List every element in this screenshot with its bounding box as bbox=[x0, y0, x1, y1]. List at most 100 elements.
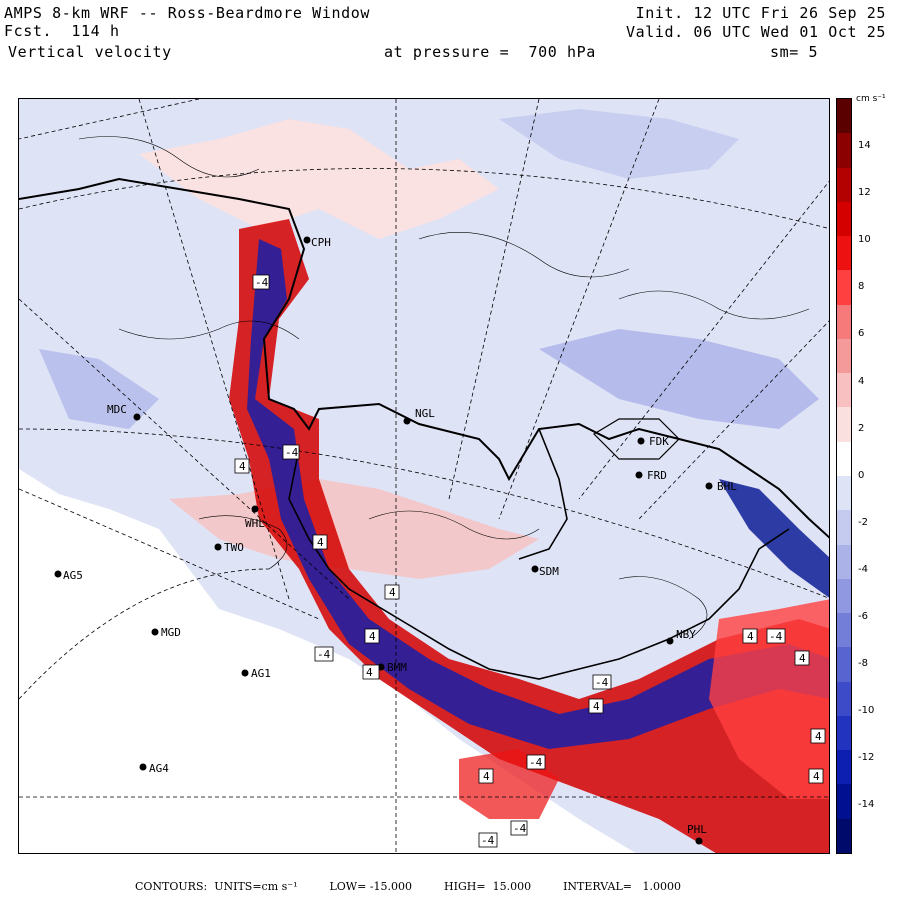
colorbar-segment bbox=[837, 715, 851, 751]
contour-label: 4 bbox=[384, 584, 400, 600]
svg-text:4: 4 bbox=[389, 586, 396, 599]
svg-text:-4: -4 bbox=[595, 676, 609, 689]
colorbar-segment bbox=[837, 270, 851, 306]
svg-text:PHL: PHL bbox=[687, 823, 707, 836]
colorbar-label: 6 bbox=[858, 328, 865, 340]
contour-label: 4 bbox=[234, 458, 250, 474]
colorbar-segment bbox=[837, 784, 851, 820]
colorbar-segment bbox=[837, 818, 851, 854]
latitude-circle bbox=[19, 568, 270, 700]
svg-text:4: 4 bbox=[799, 652, 806, 665]
meridian bbox=[19, 298, 350, 600]
colorbar-label: -2 bbox=[858, 516, 868, 528]
title-left: AMPS 8-km WRF -- Ross-Beardmore Window bbox=[4, 4, 370, 22]
field-name: Vertical velocity bbox=[8, 43, 172, 61]
meridian bbox=[638, 320, 829, 520]
contour bbox=[368, 510, 540, 540]
contour bbox=[78, 136, 260, 178]
graticule bbox=[19, 99, 829, 853]
station-FRD: FRD bbox=[635, 469, 667, 482]
contour-labels: -4 4 -4 4 4 4 -4 4 4 -4 4 4 -4 4 -4 4 -4… bbox=[234, 274, 826, 848]
contour-label: -4 bbox=[252, 274, 270, 290]
svg-text:FDK: FDK bbox=[649, 435, 669, 448]
colorbar-label: 2 bbox=[858, 422, 865, 434]
colorbar-label: 8 bbox=[858, 281, 865, 293]
colorbar-segment bbox=[837, 750, 851, 785]
colorbar-label: 0 bbox=[858, 469, 865, 481]
colorbar-segment bbox=[837, 373, 851, 408]
contour-label: 4 bbox=[810, 728, 826, 744]
contour-label: 4 bbox=[478, 768, 494, 784]
meridian bbox=[448, 99, 540, 500]
colorbar bbox=[836, 98, 852, 854]
svg-text:4: 4 bbox=[815, 730, 822, 743]
meridian bbox=[138, 99, 290, 600]
svg-text:4: 4 bbox=[239, 460, 246, 473]
contour-footer: CONTOURS: UNITS=cm s⁻¹ LOW= -15.000 HIGH= … bbox=[135, 880, 713, 893]
footer-high: HIGH= 15.000 bbox=[444, 880, 532, 893]
negative-patch-west bbox=[39, 349, 159, 429]
station-MGD: MGD bbox=[151, 626, 181, 639]
pressure-level: at pressure = 700 hPa bbox=[384, 43, 596, 61]
grounding-line bbox=[288, 448, 790, 680]
contour-label: 4 bbox=[808, 768, 824, 784]
svg-text:4: 4 bbox=[369, 630, 376, 643]
contour bbox=[618, 290, 810, 320]
contour bbox=[618, 576, 708, 640]
svg-text:WHL: WHL bbox=[245, 517, 265, 530]
contour-label: -4 bbox=[478, 832, 498, 848]
station-FDK: FDK bbox=[637, 435, 669, 448]
svg-text:NGL: NGL bbox=[415, 407, 435, 420]
contour-label: -4 bbox=[526, 754, 546, 770]
contour-label: -4 bbox=[282, 444, 300, 460]
contour-label: -4 bbox=[592, 674, 612, 690]
svg-text:MDC: MDC bbox=[107, 403, 127, 416]
contour-label: 4 bbox=[794, 650, 810, 666]
coastline bbox=[19, 177, 829, 539]
svg-text:NBY: NBY bbox=[676, 628, 696, 641]
meridian bbox=[19, 488, 320, 620]
colorbar-segment bbox=[837, 99, 851, 134]
colorbar-segment bbox=[837, 407, 851, 443]
colorbar-label: 4 bbox=[858, 375, 865, 387]
map-svg: CPH MDC NGL FDK FRD WHL TWO AG5 MGD AG1 … bbox=[19, 99, 829, 853]
meridian bbox=[578, 180, 829, 500]
east-red-cluster bbox=[709, 599, 829, 799]
colorbar-segment bbox=[837, 133, 851, 169]
contour-label: 4 bbox=[312, 534, 328, 550]
footer-interval: INTERVAL= 1.0000 bbox=[563, 880, 681, 893]
negative-band-east bbox=[539, 329, 819, 429]
colorbar-segment bbox=[837, 681, 851, 717]
meridian bbox=[19, 99, 200, 140]
latitude-circle bbox=[19, 428, 829, 599]
svg-text:AG1: AG1 bbox=[251, 667, 271, 680]
svg-text:4: 4 bbox=[317, 536, 324, 549]
colorbar-segment bbox=[837, 441, 851, 477]
ice-shelf-edge bbox=[518, 428, 568, 560]
svg-text:SDM: SDM bbox=[539, 565, 559, 578]
colorbar-label: -6 bbox=[858, 611, 868, 622]
svg-text:AG5: AG5 bbox=[63, 569, 83, 582]
svg-text:-4: -4 bbox=[255, 276, 269, 289]
colorbar-label: 12 bbox=[858, 187, 871, 199]
station-CPH: CPH bbox=[303, 236, 331, 249]
contour-label: 4 bbox=[588, 698, 604, 714]
contour-label: -4 bbox=[314, 646, 334, 662]
island-outline bbox=[593, 418, 680, 460]
svg-text:4: 4 bbox=[747, 630, 754, 643]
svg-text:FRD: FRD bbox=[647, 469, 667, 482]
station-SDM: SDM bbox=[531, 565, 559, 578]
contour-label: 4 bbox=[364, 628, 380, 644]
colorbar-segment bbox=[837, 338, 851, 374]
colorbar-label: -12 bbox=[858, 752, 875, 764]
colorbar-label: -10 bbox=[858, 705, 875, 717]
colorbar-label: -14 bbox=[858, 799, 875, 811]
colorbar-segment bbox=[837, 510, 851, 546]
colorbar-label: 10 bbox=[858, 234, 871, 246]
contour bbox=[118, 320, 300, 340]
colorbar-segment bbox=[837, 304, 851, 340]
svg-text:AG4: AG4 bbox=[149, 762, 169, 775]
station-NGL: NGL bbox=[403, 407, 435, 425]
contour-lines bbox=[78, 136, 810, 640]
svg-text:-4: -4 bbox=[317, 648, 331, 661]
